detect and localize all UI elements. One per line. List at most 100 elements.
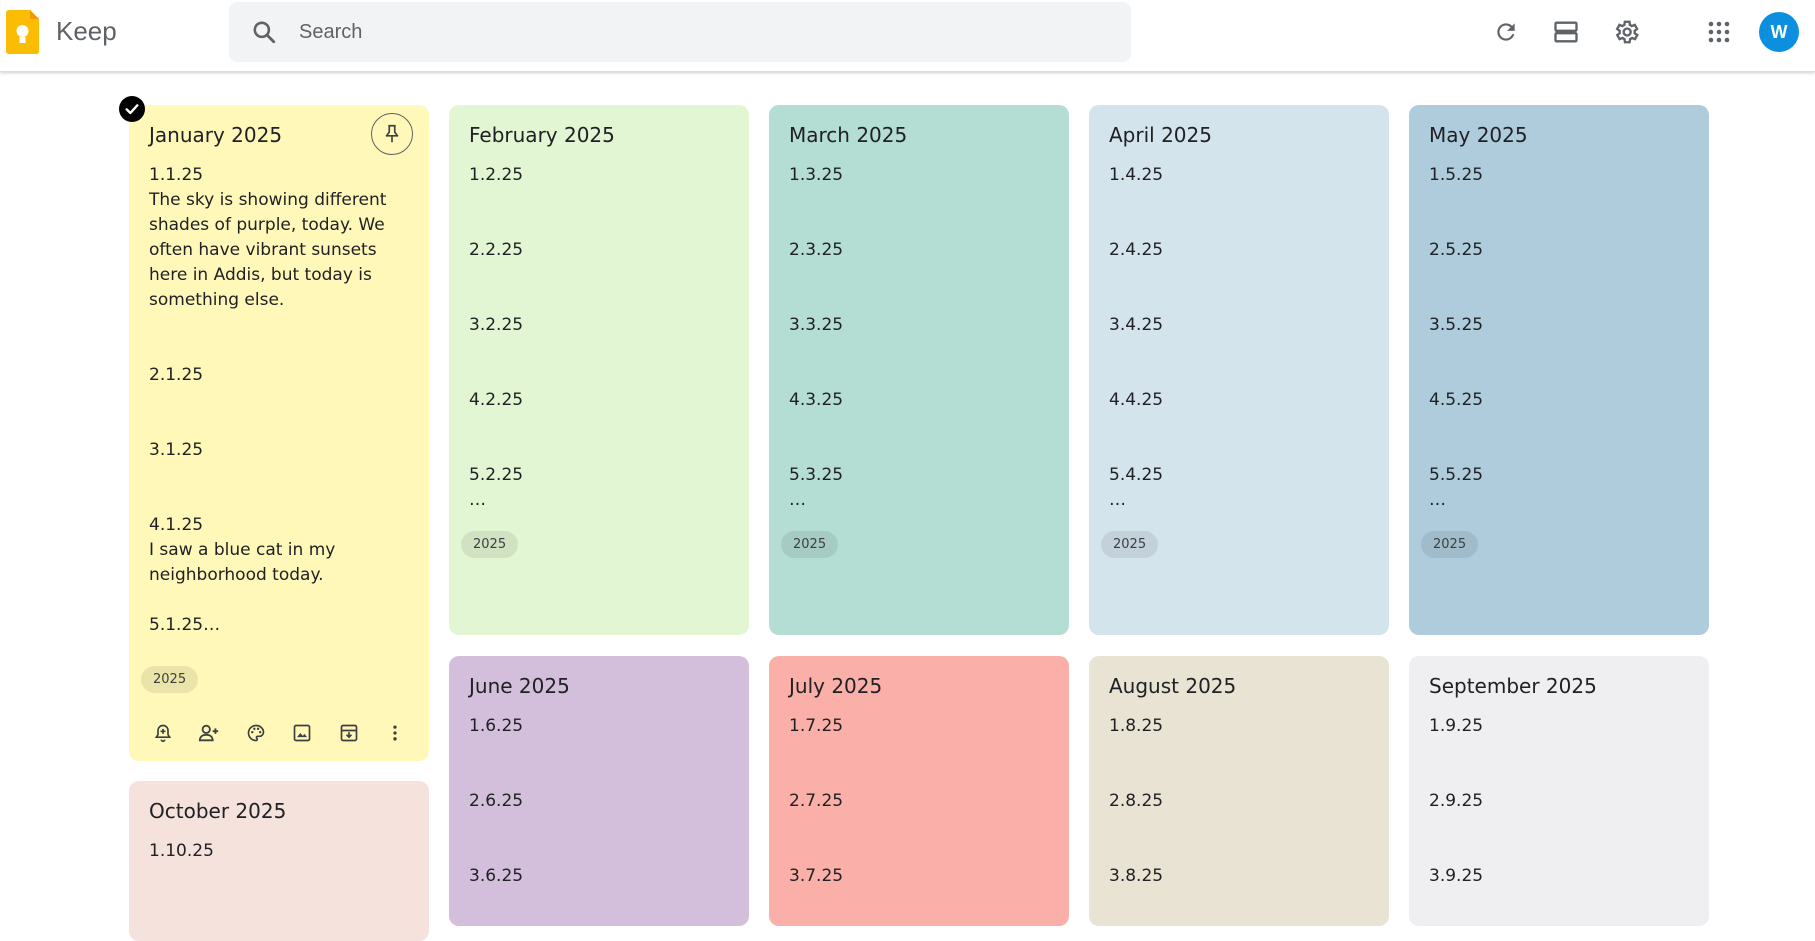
settings-icon	[1615, 20, 1639, 44]
note-title: January 2025	[149, 123, 283, 147]
note-title: February 2025	[469, 123, 615, 147]
top-bar: Keep W	[0, 0, 1815, 72]
note-card-september[interactable]: September 2025 1.9.25 2.9.25 3.9.25	[1409, 656, 1709, 926]
note-card-july[interactable]: July 2025 1.7.25 2.7.25 3.7.25	[769, 656, 1069, 926]
note-entry: 1.2.25	[469, 165, 524, 185]
select-check-icon[interactable]	[119, 96, 145, 122]
note-card-august[interactable]: August 2025 1.8.25 2.8.25 3.8.25	[1089, 656, 1389, 926]
note-card-january[interactable]: January 2025 1.1.25 The sky is showing d…	[129, 105, 429, 761]
note-title: June 2025	[469, 674, 570, 698]
note-entry: 1.6.25	[469, 716, 524, 736]
search-input[interactable]	[299, 2, 1099, 62]
note-entry: 3.8.25	[1109, 866, 1164, 886]
note-entry: 3.4.25	[1109, 315, 1164, 335]
keep-logo-icon[interactable]	[4, 9, 40, 55]
add-image-button[interactable]	[284, 715, 320, 751]
refresh-button[interactable]	[1486, 12, 1526, 52]
settings-button[interactable]	[1606, 12, 1646, 52]
note-entry: 4.1.25	[149, 515, 204, 535]
palette-button[interactable]	[238, 715, 274, 751]
list-view-icon	[1554, 21, 1578, 43]
collaborator-icon	[199, 724, 219, 742]
note-entry: 5.2.25	[469, 465, 524, 485]
label-chip[interactable]: 2025	[1101, 531, 1159, 558]
note-card-february[interactable]: February 2025 1.2.25 2.2.25 3.2.25 4.2.2…	[449, 105, 749, 635]
label-chip[interactable]: 2025	[141, 666, 199, 693]
note-entry: 5.3.25	[789, 465, 844, 485]
label-chip[interactable]: 2025	[461, 531, 519, 558]
note-entry: 2.2.25	[469, 240, 524, 260]
note-entry: 3.3.25	[789, 315, 844, 335]
note-entry: 4.3.25	[789, 390, 844, 410]
note-entry: 1.3.25	[789, 165, 844, 185]
palette-icon	[247, 724, 265, 742]
note-card-april[interactable]: April 2025 1.4.25 2.4.25 3.4.25 4.4.25 5…	[1089, 105, 1389, 635]
note-toolbar	[139, 713, 419, 753]
app-name[interactable]: Keep	[56, 16, 117, 46]
note-entry: 5.5.25	[1429, 465, 1484, 485]
note-entry: 2.9.25	[1429, 791, 1484, 811]
note-entry: 1.5.25	[1429, 165, 1484, 185]
remind-icon	[154, 724, 172, 743]
note-entry: 5.4.25	[1109, 465, 1164, 485]
note-entry: 1.10.25	[149, 841, 214, 861]
note-entry: I saw a blue cat in my neighborhood toda…	[149, 540, 341, 585]
note-entry: 4.5.25	[1429, 390, 1484, 410]
pin-icon	[385, 124, 399, 143]
search-icon[interactable]	[251, 19, 277, 45]
note-entry: 3.6.25	[469, 866, 524, 886]
note-entry: 3.9.25	[1429, 866, 1484, 886]
note-title: August 2025	[1109, 674, 1237, 698]
note-entry: …	[469, 490, 486, 510]
note-entry: 1.4.25	[1109, 165, 1164, 185]
note-entry: 2.1.25	[149, 365, 204, 385]
note-entry: …	[1109, 490, 1126, 510]
collaborator-button[interactable]	[191, 715, 227, 751]
more-icon	[393, 725, 397, 741]
note-entry: 1.1.25	[149, 165, 204, 185]
note-card-march[interactable]: March 2025 1.3.25 2.3.25 3.3.25 4.3.25 5…	[769, 105, 1069, 635]
label-chip[interactable]: 2025	[781, 531, 839, 558]
search-bar[interactable]	[229, 2, 1131, 62]
pin-button[interactable]	[371, 113, 413, 155]
note-entry: 1.9.25	[1429, 716, 1484, 736]
note-card-june[interactable]: June 2025 1.6.25 2.6.25 3.6.25	[449, 656, 749, 926]
note-entry: 4.2.25	[469, 390, 524, 410]
note-title: October 2025	[149, 799, 287, 823]
note-entry: 4.4.25	[1109, 390, 1164, 410]
note-title: July 2025	[789, 674, 883, 698]
note-entry: 2.5.25	[1429, 240, 1484, 260]
note-entry: 3.2.25	[469, 315, 524, 335]
note-title: April 2025	[1109, 123, 1212, 147]
note-title: September 2025	[1429, 674, 1597, 698]
note-entry: 3.5.25	[1429, 315, 1484, 335]
note-entry: …	[789, 490, 806, 510]
note-card-may[interactable]: May 2025 1.5.25 2.5.25 3.5.25 4.5.25 5.5…	[1409, 105, 1709, 635]
note-entry: 3.1.25	[149, 440, 204, 460]
apps-button[interactable]	[1699, 12, 1739, 52]
note-entry: 3.7.25	[789, 866, 844, 886]
note-entry: 2.7.25	[789, 791, 844, 811]
apps-icon	[1708, 21, 1730, 43]
note-entry: The sky is showing different shades of p…	[149, 190, 392, 310]
refresh-icon	[1497, 23, 1515, 41]
note-entry: 2.3.25	[789, 240, 844, 260]
note-title: March 2025	[789, 123, 908, 147]
avatar[interactable]: W	[1759, 12, 1799, 52]
archive-icon	[340, 724, 357, 742]
note-entry: 2.8.25	[1109, 791, 1164, 811]
remind-button[interactable]	[145, 715, 181, 751]
note-entry: …	[1429, 490, 1446, 510]
note-card-october[interactable]: October 2025 1.10.25	[129, 781, 429, 941]
note-entry: 2.4.25	[1109, 240, 1164, 260]
note-entry: 2.6.25	[469, 791, 524, 811]
image-icon	[293, 724, 311, 742]
note-entry: 1.8.25	[1109, 716, 1164, 736]
note-title: May 2025	[1429, 123, 1528, 147]
label-chip[interactable]: 2025	[1421, 531, 1479, 558]
note-entry: 1.7.25	[789, 716, 844, 736]
note-entry: 5.1.25…	[149, 615, 221, 635]
list-view-button[interactable]	[1546, 12, 1586, 52]
archive-button[interactable]	[331, 715, 367, 751]
more-button[interactable]	[377, 715, 413, 751]
